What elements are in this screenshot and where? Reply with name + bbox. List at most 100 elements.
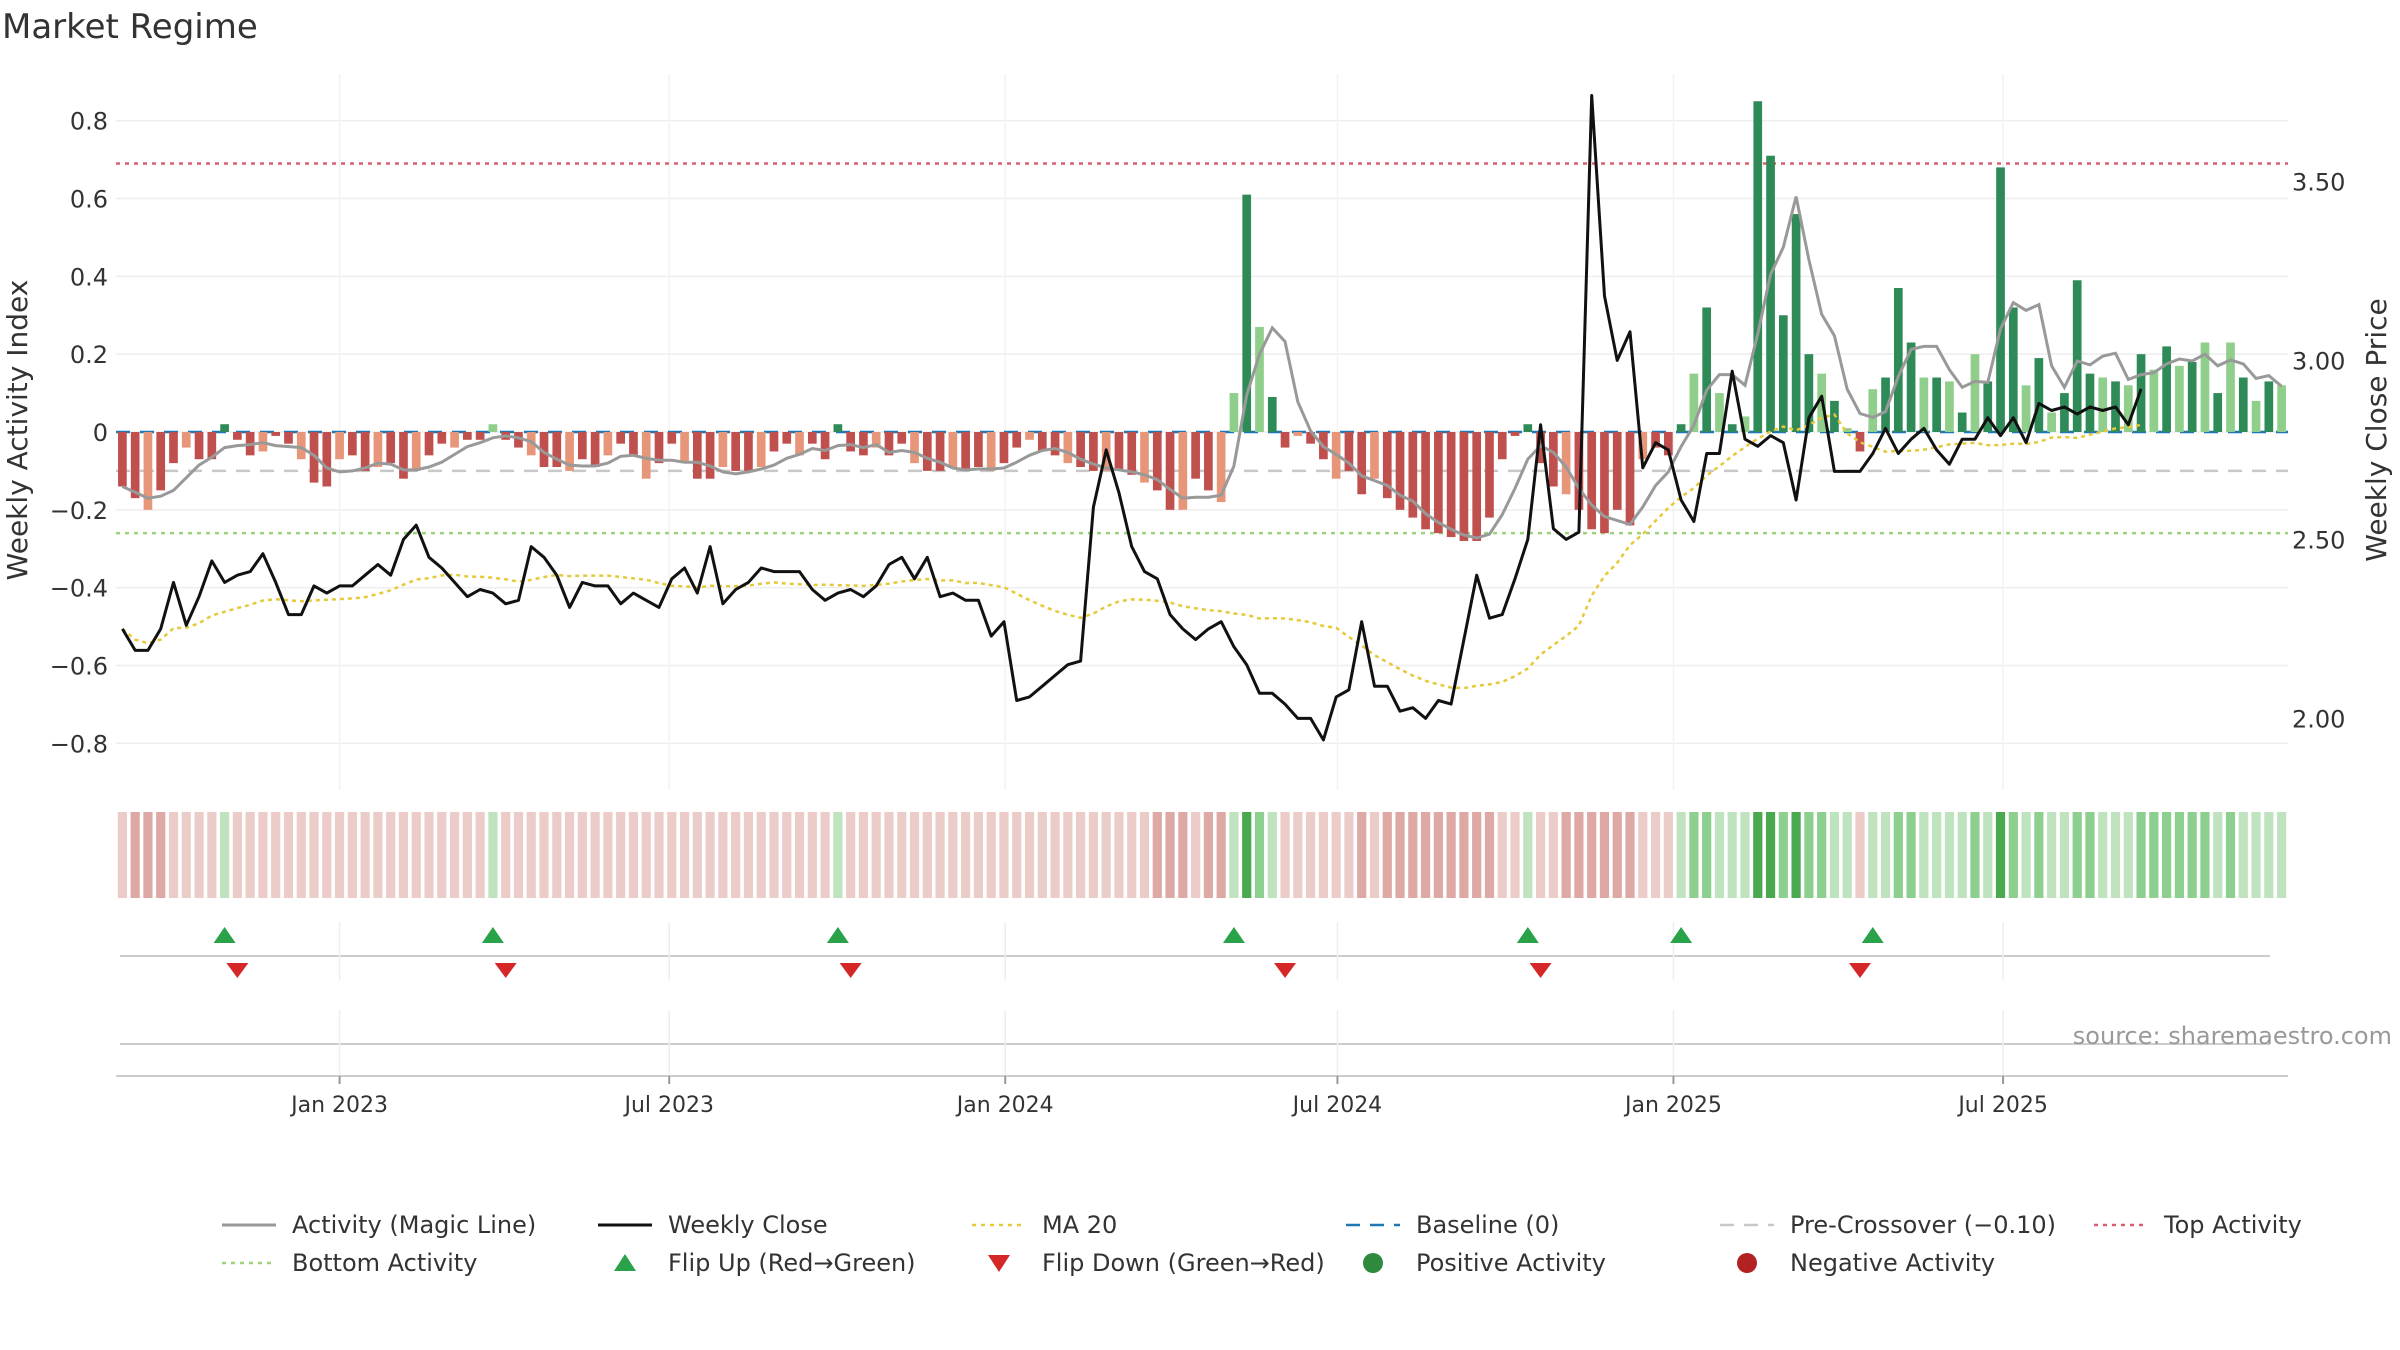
activity-bar — [2008, 307, 2018, 432]
y-left-tick-label: 0 — [93, 419, 108, 447]
activity-bar — [1152, 432, 1162, 491]
flip-down-marker — [1848, 963, 1871, 978]
regime-strip-cell — [309, 812, 319, 898]
activity-bar — [1395, 432, 1405, 510]
activity-bar — [961, 432, 970, 471]
activity-bar — [641, 432, 651, 479]
regime-strip-cell — [1510, 812, 1520, 898]
regime-strip-cell — [2059, 812, 2070, 898]
regime-strip-cell — [1216, 812, 1226, 898]
activity-bar — [616, 432, 626, 444]
activity-bar — [1842, 428, 1852, 432]
regime-strip-cell — [1791, 812, 1801, 898]
regime-strip-cell — [1663, 812, 1673, 898]
activity-bar — [1191, 432, 1200, 479]
activity-bar — [2047, 412, 2056, 432]
activity-bar — [1204, 432, 1213, 491]
y-right-tick-label: 3.50 — [2292, 168, 2345, 196]
regime-strip-cell — [334, 812, 345, 898]
regime-strip-cell — [181, 812, 191, 898]
activity-bar — [629, 432, 638, 456]
y-right-tick-label: 3.00 — [2292, 347, 2345, 375]
regime-strip-cell — [2098, 812, 2108, 898]
activity-bar — [1140, 432, 1149, 483]
activity-bar — [2175, 365, 2184, 432]
activity-bar — [820, 432, 830, 460]
regime-strip-cell — [884, 812, 894, 898]
regime-strip-cell — [1331, 812, 1341, 898]
activity-bar — [463, 432, 472, 440]
activity-bar — [169, 432, 178, 464]
activity-bar — [1549, 432, 1558, 487]
x-tick-label: Jul 2025 — [1956, 1093, 2048, 1118]
activity-bar — [424, 432, 434, 456]
activity-bar — [1855, 432, 1865, 452]
regime-strip-cell — [1293, 812, 1303, 898]
activity-bar — [335, 432, 344, 460]
activity-bar — [833, 424, 843, 432]
flip-up-marker — [1670, 927, 1693, 943]
regime-strip-cell — [590, 812, 600, 898]
activity-bars — [118, 101, 2286, 541]
regime-strip-cell — [424, 812, 434, 898]
regime-strip-cell — [564, 812, 575, 898]
regime-strip-cell — [897, 812, 907, 898]
regime-strip-cell — [168, 812, 179, 898]
regime-strip-cell — [2136, 812, 2146, 898]
regime-strip-cell — [2110, 812, 2121, 898]
regime-strip-cell — [654, 812, 664, 898]
activity-bar — [1600, 432, 1609, 534]
regime-strip-cell — [1446, 812, 1456, 898]
y-left-tick-label: −0.2 — [50, 497, 108, 525]
activity-bar — [2200, 342, 2210, 432]
regime-strip-cell — [616, 812, 626, 898]
regime-strip-cell — [1497, 812, 1507, 898]
legend-label: MA 20 — [1042, 1211, 1117, 1239]
legend-label: Flip Down (Green→Red) — [1042, 1249, 1325, 1277]
regime-strip-cell — [1880, 812, 1891, 898]
regime-strip-cell — [220, 812, 230, 898]
activity-bar — [1945, 381, 1954, 432]
legend-label: Positive Activity — [1416, 1249, 1606, 1277]
regime-strip-cell — [922, 812, 932, 898]
regime-strip-cell — [2008, 812, 2018, 898]
legend-swatch-triangle-up — [614, 1254, 636, 1271]
activity-bar — [2226, 342, 2235, 432]
activity-bar — [935, 432, 945, 471]
regime-strip-cell — [807, 812, 817, 898]
activity-bar — [1050, 432, 1060, 456]
regime-strip-cell — [641, 812, 651, 898]
regime-strip-cell — [1995, 812, 2006, 898]
regime-strip-cell — [705, 812, 715, 898]
activity-bar — [1025, 432, 1034, 440]
regime-strip-cell — [2123, 812, 2133, 898]
regime-strip-cell — [1076, 812, 1086, 898]
activity-bar — [1766, 155, 1775, 432]
activity-bar — [2060, 393, 2069, 432]
regime-strip-cell — [1420, 812, 1431, 898]
activity-bar — [705, 432, 715, 479]
regime-strip-cell — [322, 812, 332, 898]
x-axis: Jan 2023 Jul 2023 Jan 2024 Jul 2024 Jan 2025… — [116, 1075, 2288, 1118]
y-left-tick-label: 0.8 — [70, 108, 108, 136]
activity-bar — [1089, 432, 1098, 471]
activity-bar — [948, 432, 958, 468]
y-right-axis-label: Weekly Close Price — [2360, 298, 2393, 561]
source-credit: source: sharemaestro.com — [2073, 1022, 2392, 1050]
regime-strip-cell — [2162, 812, 2172, 898]
regime-strip-cell — [513, 812, 524, 898]
activity-bar — [756, 432, 766, 468]
y-right-tick-label: 2.00 — [2292, 705, 2345, 733]
reference-lines — [116, 162, 2288, 535]
regime-strip-cell — [1868, 812, 1878, 898]
activity-bar — [1983, 381, 1993, 432]
regime-strip-cell — [1983, 812, 1993, 898]
series-lines — [121, 94, 2283, 742]
regime-strip-cell — [2277, 812, 2287, 898]
activity-bar — [1574, 432, 1584, 510]
activity-bar — [284, 432, 293, 444]
regime-strip-cell — [117, 812, 127, 898]
regime-strip-cell — [973, 812, 984, 898]
activity-bar — [731, 432, 741, 471]
activity-bar — [271, 432, 281, 436]
